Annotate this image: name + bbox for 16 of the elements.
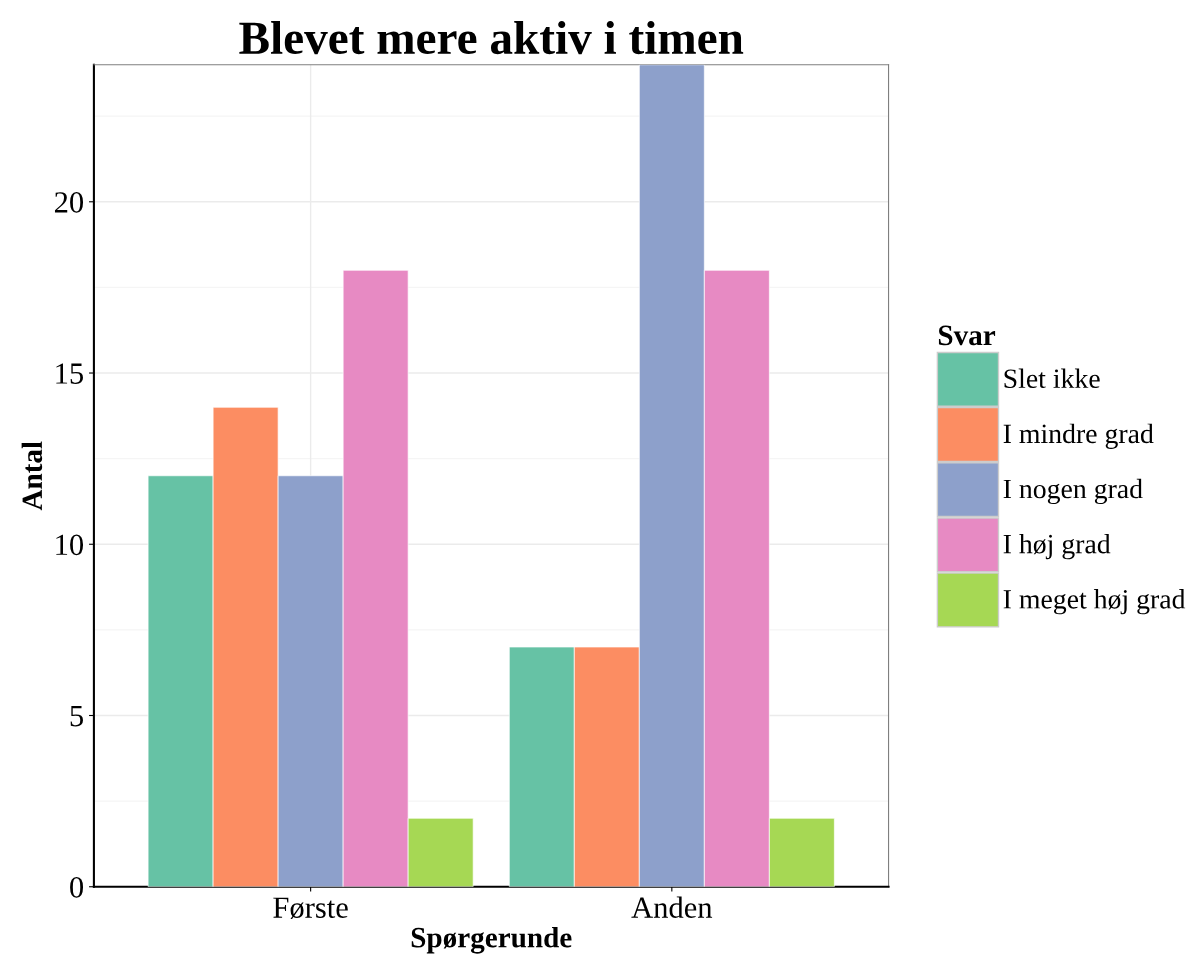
y-axis-title: Antal: [21, 441, 43, 511]
y-tick-label: 15: [56, 363, 83, 384]
y-tick-label: 10: [56, 534, 84, 556]
y-tick-label: 20: [54, 192, 84, 213]
legend-label: I høj grad: [1003, 533, 1111, 560]
legend-label: I meget høj grad: [1003, 589, 1186, 615]
y-tick-label: 5: [70, 706, 83, 727]
y-tick-label: 0: [70, 877, 84, 898]
x-tick-label: Anden: [631, 896, 713, 918]
chart-title: Blevet mere aktiv i timen: [239, 20, 744, 55]
legend-label: I nogen grad: [1003, 478, 1143, 505]
x-axis-title: Spørgerunde: [411, 926, 572, 954]
legend-title: Svar: [938, 325, 996, 346]
x-tick-label: Første: [273, 897, 348, 919]
legend-label: I mindre grad: [1003, 423, 1154, 449]
legend-label: Slet ikke: [1004, 368, 1100, 389]
